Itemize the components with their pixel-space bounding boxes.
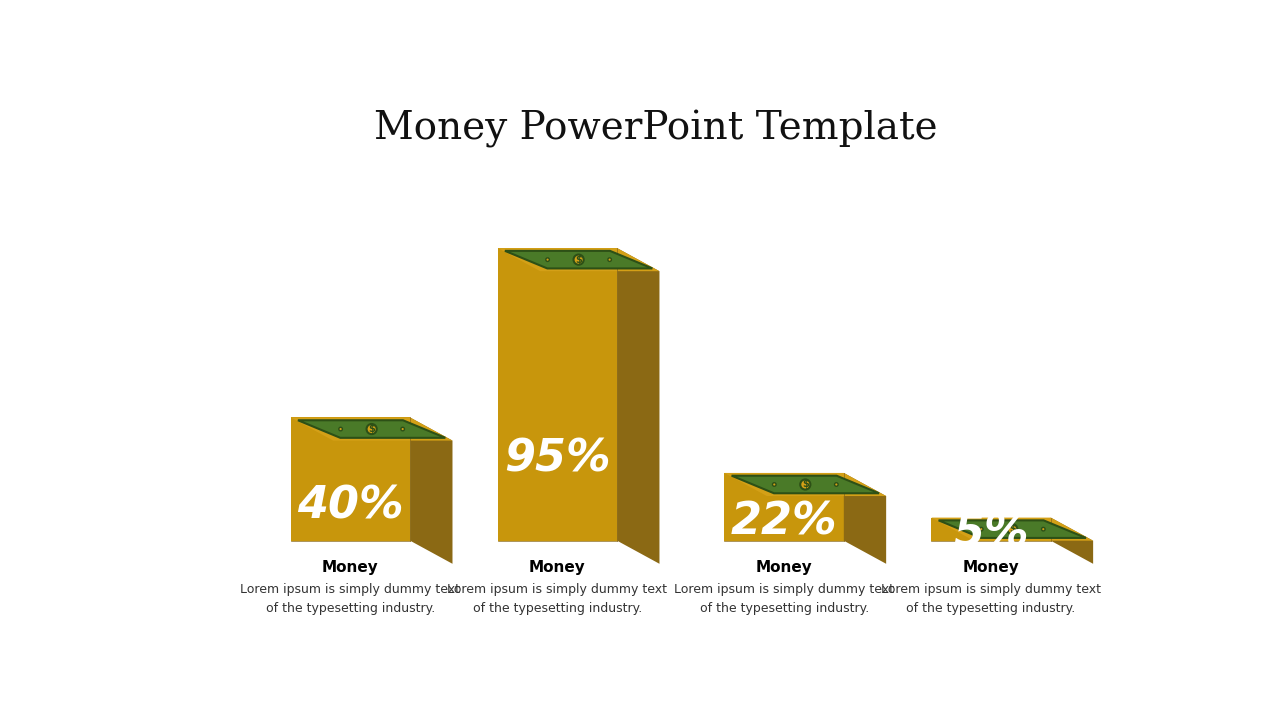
Text: 22%: 22% <box>731 500 837 543</box>
Polygon shape <box>291 418 410 541</box>
Text: Money PowerPoint Template: Money PowerPoint Template <box>374 109 938 148</box>
Circle shape <box>573 255 584 265</box>
Polygon shape <box>291 418 453 441</box>
Text: 95%: 95% <box>504 437 611 480</box>
Polygon shape <box>498 248 659 271</box>
Polygon shape <box>498 248 617 541</box>
Polygon shape <box>504 251 653 269</box>
Circle shape <box>608 258 612 261</box>
Circle shape <box>1042 527 1044 531</box>
Text: Lorem ipsum is simply dummy text
of the typesetting industry.: Lorem ipsum is simply dummy text of the … <box>448 583 667 615</box>
Text: Lorem ipsum is simply dummy text
of the typesetting industry.: Lorem ipsum is simply dummy text of the … <box>675 583 895 615</box>
Polygon shape <box>298 420 445 438</box>
Polygon shape <box>410 418 453 564</box>
Circle shape <box>545 258 549 261</box>
Polygon shape <box>724 473 886 496</box>
Polygon shape <box>938 521 1085 538</box>
Circle shape <box>979 527 983 531</box>
Text: $: $ <box>1009 524 1015 534</box>
Text: Lorem ipsum is simply dummy text
of the typesetting industry.: Lorem ipsum is simply dummy text of the … <box>881 583 1101 615</box>
Circle shape <box>773 482 776 486</box>
Polygon shape <box>932 518 1093 541</box>
Circle shape <box>401 427 404 431</box>
Circle shape <box>835 482 838 486</box>
Circle shape <box>800 480 810 490</box>
Circle shape <box>339 427 342 431</box>
Circle shape <box>1007 524 1018 534</box>
Polygon shape <box>1051 518 1093 564</box>
Text: Money: Money <box>963 560 1019 575</box>
Circle shape <box>366 424 376 434</box>
Text: Money: Money <box>755 560 813 575</box>
Text: $: $ <box>575 255 582 265</box>
Text: $: $ <box>369 424 375 434</box>
Text: 40%: 40% <box>297 485 403 528</box>
Text: $: $ <box>803 480 809 490</box>
Polygon shape <box>932 518 1051 541</box>
Polygon shape <box>732 476 879 493</box>
Polygon shape <box>724 473 844 541</box>
Text: Money: Money <box>529 560 586 575</box>
Text: Lorem ipsum is simply dummy text
of the typesetting industry.: Lorem ipsum is simply dummy text of the … <box>241 583 461 615</box>
Text: Money: Money <box>323 560 379 575</box>
Text: 5%: 5% <box>954 513 1029 556</box>
Polygon shape <box>617 248 659 564</box>
Polygon shape <box>844 473 886 564</box>
